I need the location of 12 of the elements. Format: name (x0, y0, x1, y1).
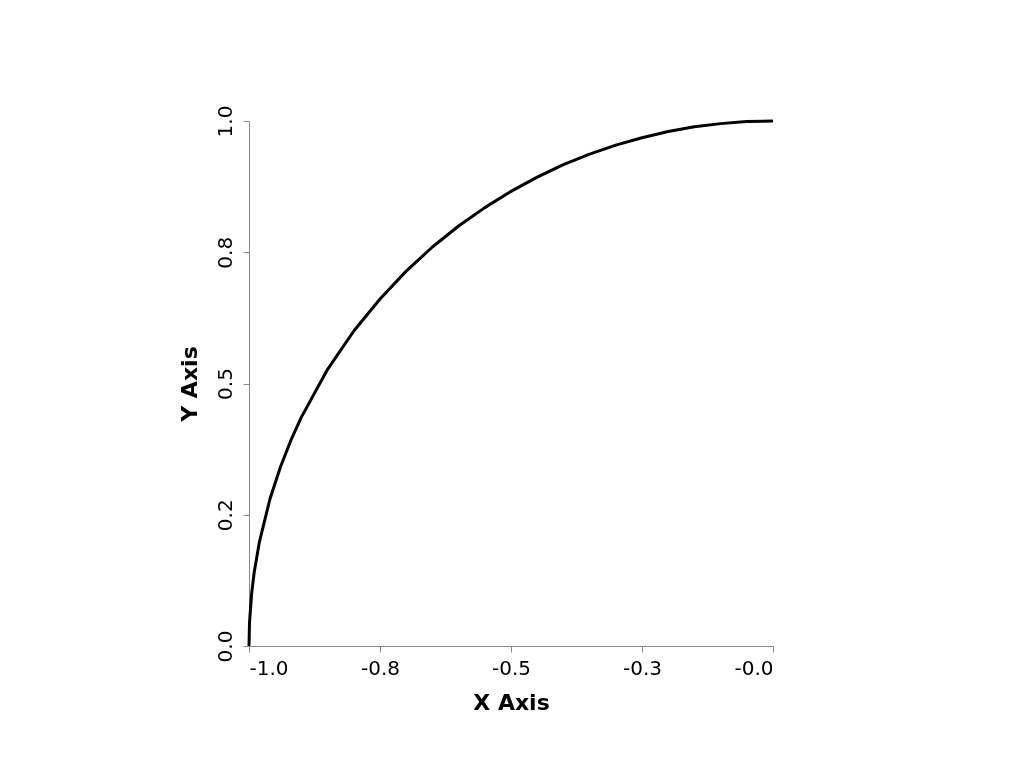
x-tick-label: -0.5 (491, 655, 532, 680)
y-tick-label: 0.2 (212, 499, 237, 532)
x-tick-label: -0.8 (360, 655, 401, 680)
y-axis-title: Y Axis (176, 346, 202, 423)
x-tick-label: -0.3 (622, 655, 663, 680)
x-tick-label: -0.0 (734, 655, 774, 680)
y-tick-label: 1.0 (212, 105, 237, 138)
y-tick-label: 0.8 (212, 236, 237, 269)
y-tick-label: 0.0 (212, 630, 237, 663)
y-tick-label: 0.5 (212, 368, 237, 400)
x-axis-title: X Axis (473, 689, 550, 715)
x-tick-label: -1.0 (249, 655, 289, 680)
